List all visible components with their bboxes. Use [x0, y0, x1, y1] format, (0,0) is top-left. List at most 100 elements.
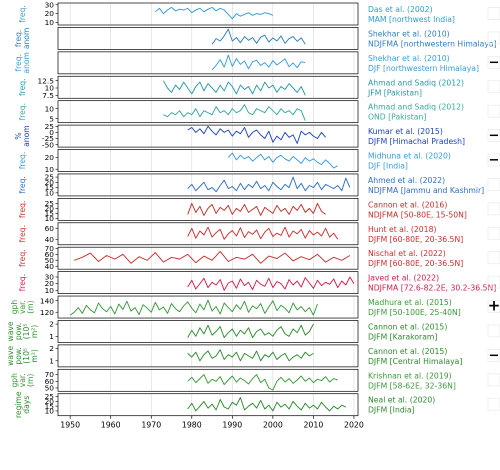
- panel-frame: [57, 222, 359, 246]
- x-tick-label: 1960: [101, 421, 121, 430]
- region-label: NDJFMA [northwestern Himalaya]: [368, 39, 497, 48]
- panel-frame: [57, 27, 359, 50]
- panel-3: freq.anom Shekhar et al. (2010)DJF [north…: [14, 51, 500, 75]
- region-label: NDJFMA [50-80E, 15-50N]: [368, 210, 467, 219]
- y-axis-label-part: anom: [22, 52, 31, 74]
- y-axis-label: freq.: [18, 152, 27, 170]
- y-tick-label: 25: [45, 173, 55, 182]
- panel-frame: [57, 198, 359, 221]
- y-tick-label: 0: [49, 128, 54, 137]
- citation-label: Cannon et al. (2015): [368, 347, 447, 356]
- y-axis-label: freq.: [18, 176, 27, 194]
- panel-frame: [57, 2, 359, 26]
- sign-box: [487, 275, 500, 289]
- y-axis-label-part: m²): [30, 349, 39, 362]
- y-tick-label: -50: [42, 140, 54, 149]
- y-tick-label: 10: [45, 286, 55, 295]
- x-axis: 1950 1960 1970 1980 1990 2000 2010 2020: [60, 415, 364, 430]
- citation-label: Ahmed et al. (2022): [368, 176, 445, 185]
- series-line: [227, 152, 338, 169]
- y-tick-label: 5: [49, 114, 54, 123]
- sign-box: [487, 80, 500, 94]
- series-line: [187, 323, 314, 339]
- y-tick-label: 10: [45, 188, 55, 197]
- panel-7: 10 20 freq. Midhuna et al. (2020)DJF [India…: [18, 149, 500, 174]
- y-axis-label-part: freq.: [14, 30, 23, 48]
- y-axis-label-part: (10⁵: [22, 348, 31, 364]
- y-tick-label: 25: [45, 199, 55, 208]
- panel-frame: [57, 51, 359, 75]
- y-tick-label: 70: [45, 244, 55, 253]
- y-axis-label: wavepow.(10⁵m²): [6, 346, 39, 366]
- series-line: [187, 276, 355, 291]
- trend-sign: −: [489, 348, 500, 363]
- x-tick-label: 2000: [263, 421, 283, 430]
- panel-frame: [57, 246, 359, 270]
- trend-sign: +: [488, 297, 500, 315]
- y-tick-label: 50: [45, 384, 55, 393]
- y-tick-label: 70: [45, 370, 55, 379]
- y-axis-label: freq.: [18, 274, 27, 292]
- region-label: DJF [India]: [368, 162, 408, 171]
- citation-label: Madhura et al. (2015): [368, 298, 452, 307]
- panel-frame: [57, 344, 359, 368]
- y-axis-label-part: (m): [26, 374, 35, 387]
- y-tick-label: 7.5: [42, 91, 54, 100]
- y-axis-label-part: freq.: [18, 225, 27, 243]
- y-axis-label-part: gph: [10, 300, 19, 315]
- y-tick-label: 30: [45, 273, 55, 282]
- y-axis-label: freq.: [18, 5, 27, 23]
- y-tick-label: 15: [45, 183, 55, 192]
- panel-frame: [57, 271, 359, 294]
- y-axis-label-part: wave: [6, 346, 15, 366]
- y-tick-label: 40: [45, 262, 55, 271]
- y-tick-label: 20: [45, 397, 55, 406]
- y-tick-label: 25: [45, 122, 55, 131]
- x-tick-label: 1980: [182, 421, 202, 430]
- y-axis-label-part: anom: [22, 125, 31, 147]
- region-label: DJFM [Central Himalaya]: [368, 357, 462, 366]
- y-tick-label: 60: [45, 377, 55, 386]
- y-axis-label-part: regime: [14, 391, 23, 418]
- sign-box: [487, 300, 500, 313]
- x-tick-label: 1950: [60, 421, 80, 430]
- y-tick-label: 25: [45, 392, 55, 401]
- y-tick-label: 50: [45, 256, 55, 265]
- panel-5: 510 freq. Ahmad and Sadiq (2012)OND [Pakis…: [18, 100, 500, 123]
- y-tick-label: 15: [45, 402, 55, 411]
- series-line: [211, 54, 306, 71]
- region-label: OND [Pakistan]: [368, 113, 426, 122]
- y-tick-label: 1: [49, 332, 54, 341]
- citation-label: Cannon et al. (2016): [368, 200, 447, 209]
- series-line: [163, 104, 306, 121]
- y-tick-label: 2: [49, 320, 54, 329]
- y-tick-label: 20: [45, 279, 55, 288]
- panel-frame: [57, 124, 359, 148]
- sign-box: [487, 153, 500, 167]
- y-axis-label: freq.anom: [14, 52, 31, 74]
- series-line: [187, 374, 338, 391]
- citation-label: Das et al. (2002): [368, 5, 433, 14]
- y-tick-label: 1: [49, 356, 54, 365]
- y-axis-label-part: (m): [26, 300, 35, 313]
- panel-frame: [57, 368, 359, 392]
- y-axis-label: freq.: [18, 103, 27, 121]
- y-tick-label: 10: [45, 407, 55, 416]
- y-tick-label: 60: [45, 224, 55, 233]
- region-label: DJFM [India]: [368, 406, 415, 415]
- series-line: [162, 80, 306, 96]
- series-line: [187, 176, 351, 193]
- y-axis-label: regimedays: [14, 391, 31, 418]
- y-tick-label: 10: [45, 165, 55, 174]
- y-axis-label-part: freq.: [18, 274, 27, 292]
- trend-sign: −: [489, 153, 500, 168]
- sign-box: [487, 397, 500, 411]
- y-axis-label: gphvar.(m): [10, 373, 35, 388]
- sign-box: [487, 373, 500, 387]
- y-tick-label: 120: [40, 308, 54, 317]
- y-tick-label: 10: [45, 214, 55, 223]
